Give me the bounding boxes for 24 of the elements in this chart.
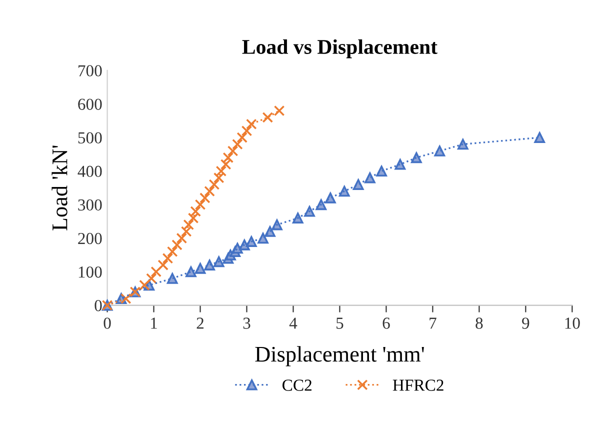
y-tick-label: 0 xyxy=(94,300,102,312)
x-tick-label: 1 xyxy=(151,318,157,329)
x-tick-label: 7 xyxy=(430,318,436,329)
y-tick-label: 300 xyxy=(78,199,102,211)
x-axis-title: Displacement 'mm' xyxy=(255,346,424,366)
x-tick-label: 2 xyxy=(196,318,204,329)
x-tick-label: 10 xyxy=(565,318,580,329)
y-tick-label: 500 xyxy=(78,132,102,144)
x-tick-label: 5 xyxy=(336,318,344,329)
y-tick-label: 700 xyxy=(78,65,102,76)
x-tick-label: 6 xyxy=(382,318,390,329)
x-tick-label: 3 xyxy=(243,318,250,329)
x-tick-label: 9 xyxy=(522,318,530,329)
x-tick-label: 4 xyxy=(289,318,298,329)
y-tick-label: 400 xyxy=(78,166,102,178)
chart-title: Load vs Displacement xyxy=(242,39,438,58)
x-tick-label: 0 xyxy=(104,318,111,329)
y-tick-label: 600 xyxy=(78,98,102,110)
y-tick-label: 100 xyxy=(78,266,102,278)
y-axis-title: Load 'kN' xyxy=(52,146,68,230)
legend-label: HFRC2 xyxy=(392,380,444,391)
x-tick-label: 8 xyxy=(476,318,483,329)
y-tick-label: 200 xyxy=(78,232,102,244)
legend-label: CC2 xyxy=(282,380,312,391)
